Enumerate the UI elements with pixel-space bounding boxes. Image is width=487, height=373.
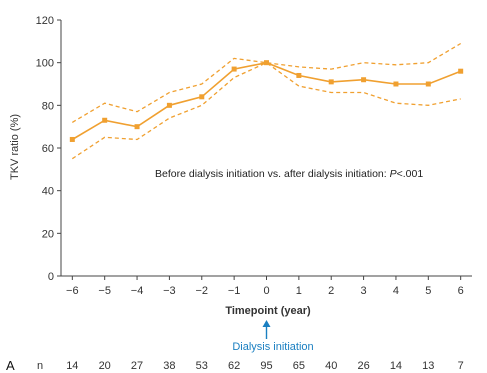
- series-group: [69, 42, 464, 160]
- y-tick-label: 80: [42, 100, 54, 112]
- n-value: 27: [131, 360, 143, 372]
- x-tick-label: 2: [328, 285, 334, 297]
- x-tick-label: −1: [228, 285, 241, 297]
- x-tick-label: −5: [98, 285, 111, 297]
- x-tick-label: 1: [296, 285, 302, 297]
- y-tick-label: 20: [42, 228, 54, 240]
- y-tick-label: 100: [36, 58, 54, 70]
- series-mean-line: [71, 61, 461, 141]
- axes: 0 20 40 60 80 100 120 −6 −5 −4 −3 −2 −1 0 1 2 3 4 5 6: [36, 15, 472, 297]
- data-point-marker: [425, 81, 431, 87]
- data-point-marker: [69, 136, 75, 142]
- data-point-marker: [231, 66, 237, 72]
- x-tick-label: 6: [458, 285, 464, 297]
- n-value: 40: [325, 360, 337, 372]
- series-lower-line: [71, 61, 461, 160]
- n-value: 20: [99, 360, 111, 372]
- y-tick-label: 40: [42, 186, 54, 198]
- n-value: 53: [196, 360, 208, 372]
- n-value: 65: [293, 360, 305, 372]
- data-point-marker: [361, 77, 367, 83]
- x-axis-label: Timepoint (year): [225, 305, 311, 317]
- data-point-marker: [393, 81, 399, 87]
- x-tick-label: −4: [131, 285, 144, 297]
- n-value: 14: [66, 360, 78, 372]
- dialysis-marker: [262, 320, 271, 339]
- x-tick-label: 3: [361, 285, 367, 297]
- data-point-marker: [102, 117, 108, 123]
- n-value: 62: [228, 360, 240, 372]
- data-point-marker: [264, 60, 269, 66]
- n-value: 26: [357, 360, 369, 372]
- n-value: 7: [458, 360, 464, 372]
- y-tick-label: 120: [36, 15, 54, 27]
- n-value: 38: [163, 360, 175, 372]
- data-point-marker: [199, 94, 205, 100]
- y-tick-label: 0: [48, 271, 54, 283]
- y-axis-label: TKV ratio (%): [9, 114, 21, 180]
- x-tick-label: 5: [425, 285, 431, 297]
- x-tick-label: 0: [263, 285, 269, 297]
- stat-annotation-prefix: Before dialysis initiation vs. after dia…: [155, 168, 390, 180]
- stat-annotation-p: P: [390, 168, 397, 180]
- x-tick-label: 4: [393, 285, 399, 297]
- panel-label: A: [6, 358, 15, 373]
- series-upper-line: [71, 42, 462, 123]
- data-point-marker: [328, 79, 334, 85]
- dialysis-initiation-label: Dialysis initiation: [232, 341, 313, 353]
- x-tick-label: −6: [66, 285, 79, 297]
- x-tick-label: −3: [163, 285, 176, 297]
- n-value: 13: [422, 360, 434, 372]
- stat-annotation: Before dialysis initiation vs. after dia…: [155, 168, 423, 180]
- n-row: 14 20 27 38 53 62 95 65 40 26 14 13 7: [66, 360, 464, 372]
- stat-annotation-suffix: <.001: [397, 168, 424, 180]
- n-value: 14: [390, 360, 402, 372]
- x-tick-label: −2: [196, 285, 209, 297]
- n-value: 95: [260, 360, 272, 372]
- data-point-marker: [296, 72, 302, 78]
- data-point-marker: [134, 124, 140, 130]
- dialysis-arrow-icon: [262, 320, 271, 327]
- data-point-marker: [166, 102, 172, 108]
- data-point-marker: [458, 68, 464, 74]
- n-row-label: n: [37, 360, 43, 372]
- y-tick-label: 60: [42, 143, 54, 155]
